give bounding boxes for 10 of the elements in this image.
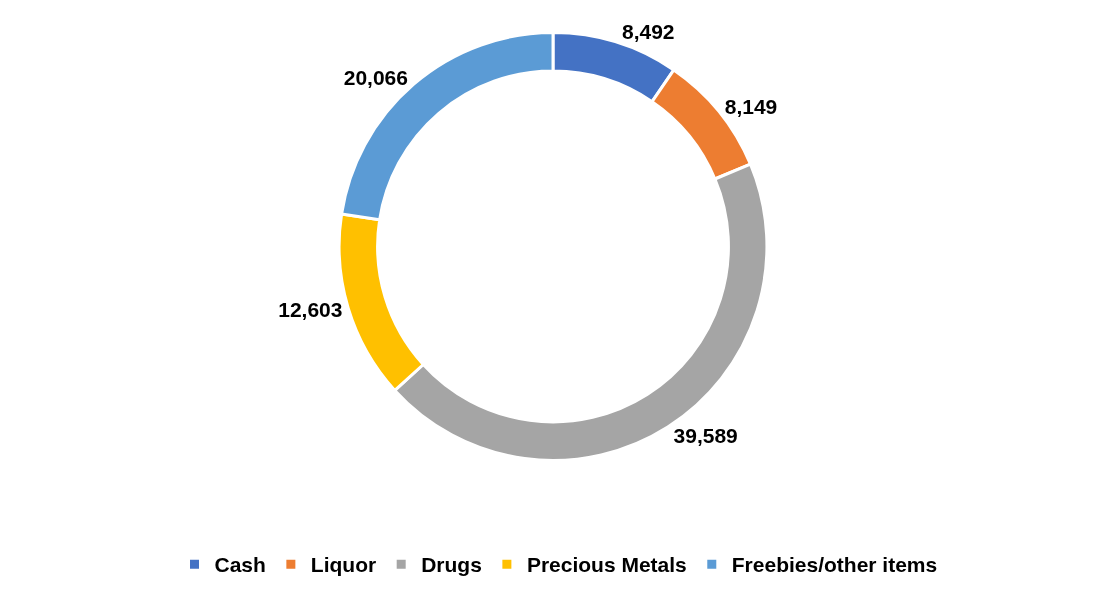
legend-label: Liquor [310, 553, 377, 577]
legend-label: Cash [214, 553, 266, 577]
data-label: 20,066 [343, 65, 408, 89]
legend-label: Drugs [421, 553, 482, 577]
legend-label: Freebies/other items [731, 553, 938, 577]
legend-label: Precious Metals [526, 553, 687, 577]
data-label: 8,149 [724, 95, 778, 119]
data-label: 39,589 [673, 423, 738, 447]
data-label: 8,492 [622, 20, 675, 44]
data-label: 12,603 [278, 297, 343, 321]
